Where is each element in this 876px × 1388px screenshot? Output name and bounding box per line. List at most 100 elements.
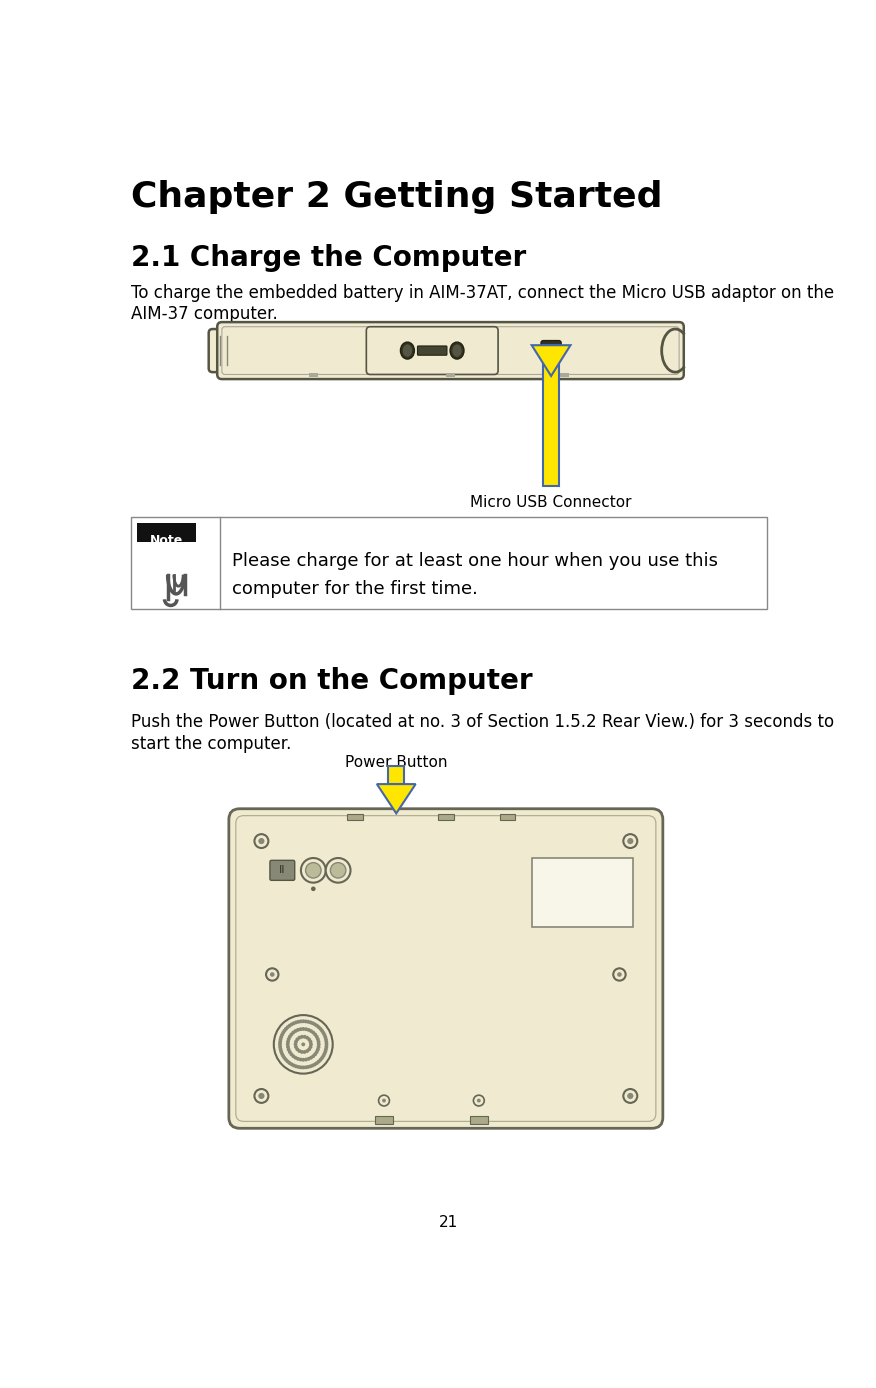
- Circle shape: [308, 1040, 313, 1044]
- Circle shape: [294, 1040, 298, 1044]
- Circle shape: [299, 1058, 302, 1062]
- Circle shape: [280, 1033, 284, 1037]
- Circle shape: [624, 834, 637, 848]
- Circle shape: [301, 858, 326, 883]
- Circle shape: [311, 1031, 315, 1034]
- Circle shape: [279, 1035, 283, 1040]
- Circle shape: [301, 1042, 305, 1047]
- Circle shape: [301, 1027, 305, 1031]
- Circle shape: [270, 972, 274, 977]
- Circle shape: [305, 1035, 309, 1040]
- Circle shape: [290, 1023, 293, 1026]
- Circle shape: [298, 1049, 301, 1053]
- FancyBboxPatch shape: [217, 322, 684, 379]
- Circle shape: [258, 1092, 265, 1099]
- Circle shape: [324, 1040, 328, 1044]
- Circle shape: [281, 1031, 285, 1034]
- FancyBboxPatch shape: [366, 326, 498, 375]
- Circle shape: [308, 1045, 313, 1049]
- Circle shape: [382, 1099, 386, 1102]
- Text: Please charge for at least one hour when you use this: Please charge for at least one hour when…: [232, 551, 718, 569]
- Circle shape: [280, 1052, 284, 1056]
- Circle shape: [307, 1056, 310, 1060]
- Circle shape: [309, 1029, 313, 1033]
- Text: computer for the first time.: computer for the first time.: [232, 580, 477, 598]
- Circle shape: [278, 1042, 282, 1047]
- Circle shape: [292, 1022, 296, 1026]
- Circle shape: [311, 887, 315, 891]
- Circle shape: [308, 1020, 313, 1024]
- Text: To charge the embedded battery in AIM-37AT, connect the Micro USB adaptor on the: To charge the embedded battery in AIM-37…: [131, 283, 834, 301]
- Circle shape: [295, 1048, 300, 1051]
- Circle shape: [314, 1034, 319, 1038]
- Circle shape: [313, 1023, 317, 1026]
- Circle shape: [288, 1051, 292, 1053]
- Circle shape: [316, 1040, 321, 1044]
- Bar: [532, 858, 632, 927]
- Circle shape: [279, 1049, 283, 1053]
- Circle shape: [254, 1090, 268, 1103]
- Circle shape: [304, 1027, 307, 1031]
- Text: II: II: [279, 865, 286, 876]
- Circle shape: [282, 1029, 286, 1033]
- Circle shape: [473, 1095, 484, 1106]
- Circle shape: [378, 1095, 390, 1106]
- Polygon shape: [532, 346, 570, 376]
- Circle shape: [292, 1031, 295, 1034]
- Circle shape: [266, 969, 279, 981]
- FancyBboxPatch shape: [270, 861, 294, 880]
- Ellipse shape: [452, 344, 462, 357]
- Circle shape: [286, 1037, 291, 1041]
- Circle shape: [299, 1019, 303, 1023]
- Circle shape: [284, 1058, 288, 1062]
- Circle shape: [293, 1056, 298, 1059]
- Text: 2.2 Turn on the Computer: 2.2 Turn on the Computer: [131, 668, 533, 695]
- Circle shape: [309, 1042, 313, 1047]
- FancyBboxPatch shape: [229, 809, 663, 1128]
- Circle shape: [288, 1034, 292, 1038]
- Circle shape: [294, 1045, 298, 1049]
- Ellipse shape: [450, 341, 464, 359]
- Circle shape: [279, 1038, 282, 1041]
- Circle shape: [308, 1065, 313, 1069]
- Bar: [131, 516, 766, 609]
- Circle shape: [274, 1015, 333, 1074]
- Text: 21: 21: [440, 1216, 458, 1230]
- Circle shape: [300, 1035, 304, 1038]
- FancyBboxPatch shape: [541, 340, 562, 361]
- Circle shape: [313, 1062, 317, 1066]
- Circle shape: [286, 1048, 291, 1052]
- Circle shape: [293, 1029, 298, 1033]
- Circle shape: [286, 1059, 290, 1063]
- Text: Push the Power Button (located at no. 3 of Section 1.5.2 Rear View.) for 3 secon: Push the Power Button (located at no. 3 …: [131, 713, 834, 731]
- Text: start the computer.: start the computer.: [131, 734, 292, 752]
- Circle shape: [321, 1031, 325, 1034]
- Circle shape: [314, 1033, 317, 1037]
- Circle shape: [292, 1055, 295, 1058]
- Circle shape: [477, 1099, 481, 1102]
- Circle shape: [298, 1035, 301, 1040]
- Circle shape: [627, 838, 633, 844]
- Bar: [388, 766, 404, 784]
- Circle shape: [307, 1029, 310, 1031]
- Circle shape: [323, 1035, 328, 1040]
- Circle shape: [286, 1040, 290, 1044]
- Circle shape: [311, 1022, 314, 1026]
- Circle shape: [317, 1026, 321, 1029]
- Circle shape: [301, 1019, 305, 1023]
- Circle shape: [315, 1024, 319, 1027]
- Circle shape: [322, 1052, 327, 1056]
- Circle shape: [307, 1048, 311, 1051]
- Circle shape: [287, 1024, 292, 1027]
- Circle shape: [301, 1066, 305, 1069]
- Circle shape: [296, 1020, 300, 1024]
- Circle shape: [306, 862, 321, 879]
- Bar: [560, 373, 569, 376]
- Bar: [438, 815, 454, 820]
- Bar: [308, 373, 318, 376]
- Circle shape: [279, 1040, 282, 1044]
- Bar: [348, 815, 363, 820]
- Text: AIM-37 computer.: AIM-37 computer.: [131, 305, 278, 323]
- Circle shape: [301, 1058, 305, 1062]
- Circle shape: [627, 1092, 633, 1099]
